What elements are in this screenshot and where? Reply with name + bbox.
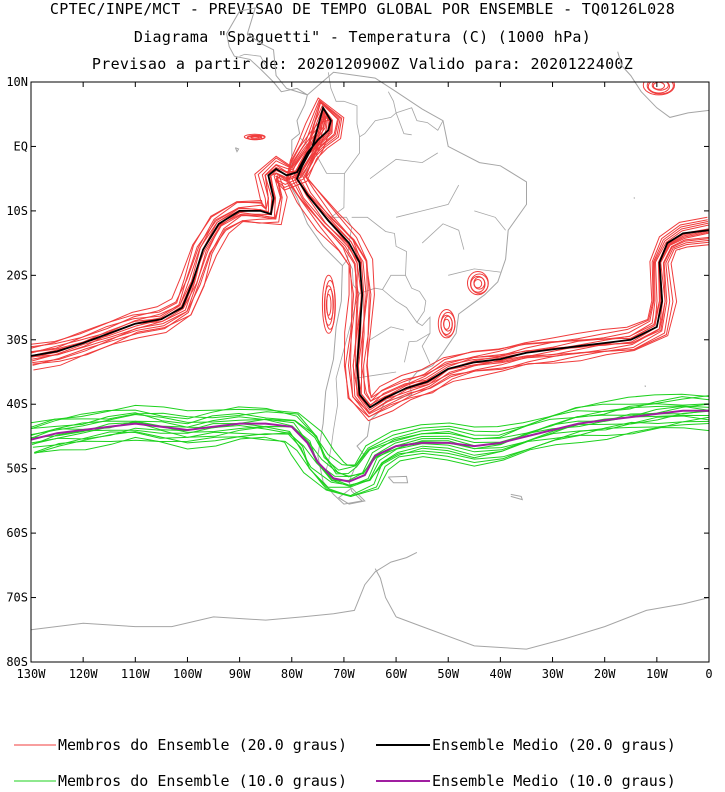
border-19 [239, 53, 267, 67]
member-20-line-11 [31, 101, 709, 415]
member-10-line-9 [31, 414, 709, 487]
y-tick-label-1: EQ [14, 139, 28, 153]
x-tick-label-3: 100W [173, 667, 203, 681]
warm-island-5-ring-5 [652, 82, 665, 90]
member-20-line-3 [31, 114, 708, 403]
x-tick-label-5: 80W [281, 667, 303, 681]
y-tick-label-6: 50S [6, 462, 28, 476]
coastline-12 [644, 385, 647, 388]
coastline-5 [30, 551, 418, 631]
y-tick-label-7: 60S [6, 526, 28, 540]
member-10-line-15 [34, 426, 709, 498]
coastline-3 [387, 475, 409, 484]
member-10-line-7 [31, 405, 709, 478]
member-10-line-3 [31, 396, 709, 471]
member-20-line-7 [31, 108, 709, 406]
member-20-line-6 [31, 109, 709, 409]
y-tick-label-0: 10N [6, 75, 28, 89]
member-20-line-8 [31, 107, 709, 411]
member-20-line-15 [33, 97, 709, 422]
legend-label-2: Ensemble Medio (20.0 graus) [432, 736, 676, 754]
coastline-4 [510, 493, 524, 501]
border-9 [327, 72, 360, 137]
x-tick-label-8: 50W [437, 667, 459, 681]
border-12 [474, 210, 506, 231]
warm-island-2-ring-5 [443, 318, 451, 330]
warm-island-3-ring-5 [473, 279, 483, 289]
border-10 [395, 107, 444, 131]
border-2 [351, 216, 407, 294]
border-3 [382, 275, 427, 324]
border-6 [344, 91, 397, 174]
member-10-line-11 [31, 415, 709, 486]
y-tick-label-8: 70S [6, 591, 28, 605]
warm-island-5-ring-2 [646, 82, 674, 95]
x-tick-label-9: 40W [490, 667, 512, 681]
member-20-line-4 [31, 112, 709, 402]
legend-label-4: Ensemble Medio (10.0 graus) [432, 772, 676, 790]
y-tick-label-4: 30S [6, 333, 28, 347]
border-5 [421, 333, 431, 364]
x-tick-label-10: 30W [542, 667, 564, 681]
y-tick-label-2: 10S [6, 204, 28, 218]
chart-title-line-1: CPTEC/INPE/MCT - PREVISAO DE TEMPO GLOBA… [49, 0, 676, 18]
coastline-9 [234, 147, 240, 153]
x-tick-label-12: 10W [646, 667, 668, 681]
mean-20-line [31, 105, 709, 409]
member-20-line-9 [31, 106, 709, 409]
legend-label-3: Membros do Ensemble (10.0 graus) [58, 772, 347, 790]
border-14 [421, 223, 465, 250]
border-15 [396, 184, 460, 218]
member-20-line-12 [32, 101, 709, 414]
mean-10-line [31, 409, 709, 483]
member-10-line-13 [34, 423, 709, 497]
x-tick-label-6: 70W [333, 667, 355, 681]
ensemble-members [31, 82, 709, 498]
x-tick-label-1: 120W [69, 667, 99, 681]
chart-title-line-3: Previsao a partir de: 2020120900Z Valido… [91, 55, 634, 73]
member-10-line-2 [31, 395, 709, 467]
member-10-line-12 [32, 416, 709, 488]
axes: 130W 120W 110W 100W 90W 80W 70W 60W 50W 40W 30W 20W… [6, 75, 712, 681]
x-tick-label-4: 90W [229, 667, 251, 681]
border-17 [369, 326, 404, 341]
border-13 [448, 268, 501, 276]
legend-label-1: Membros do Ensemble (20.0 graus) [58, 736, 347, 754]
coastline-7 [395, 597, 710, 650]
coastlines [30, 7, 710, 650]
ensemble-means [31, 105, 709, 483]
warm-island-1-ring-5 [325, 294, 332, 316]
y-tick-label-3: 20S [6, 268, 28, 282]
border-16 [369, 152, 439, 180]
x-tick-label-0: 130W [17, 667, 47, 681]
coastline-10 [633, 197, 636, 199]
coastline-6 [374, 568, 397, 618]
member-10-line-4 [31, 403, 709, 475]
warm-island-5-ring-1 [642, 82, 675, 96]
x-tick-label-13: 0 [705, 667, 712, 681]
member-20-line-10 [31, 105, 709, 414]
x-tick-label-11: 20W [594, 667, 616, 681]
warm-island-5-ring-3 [647, 82, 670, 94]
coastline-1 [226, 7, 308, 96]
legend: Membros do Ensemble (20.0 graus) Ensemble… [14, 736, 676, 790]
member-20-line-2 [31, 116, 708, 399]
y-tick-label-9: 80S [6, 655, 28, 669]
x-tick-label-7: 60W [385, 667, 407, 681]
x-tick-label-2: 110W [121, 667, 151, 681]
border-11 [395, 112, 412, 136]
plot-frame [30, 81, 710, 663]
member-20-line-14 [32, 99, 709, 418]
coastline-0 [286, 71, 527, 505]
member-20-line-5 [31, 109, 709, 407]
y-tick-label-5: 40S [6, 397, 28, 411]
coastline-8 [617, 51, 710, 118]
member-10-line-8 [31, 410, 709, 482]
member-20-line-13 [32, 100, 709, 418]
warm-island-4-ring-5 [250, 136, 259, 139]
warm-island-5-ring-4 [651, 82, 669, 91]
border-18 [354, 371, 397, 379]
